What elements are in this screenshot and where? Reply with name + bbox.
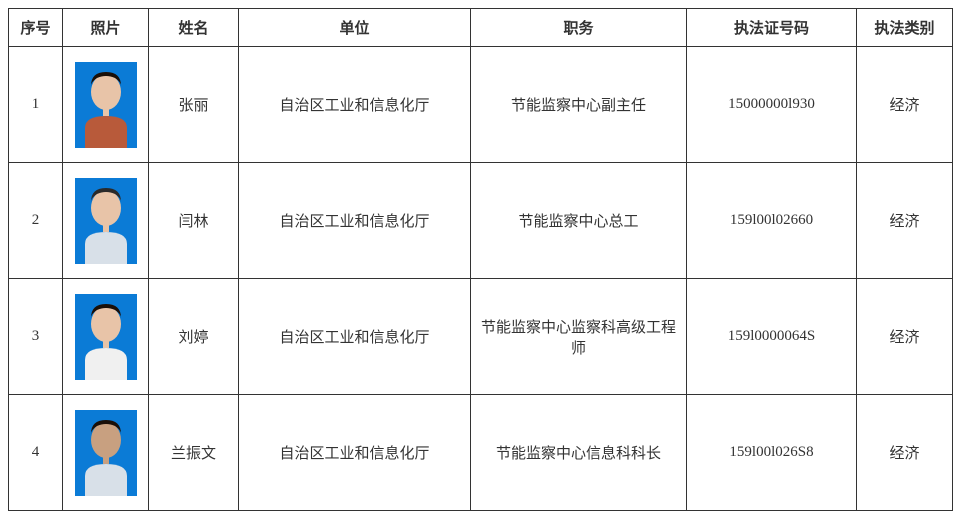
cell-category: 经济 <box>857 47 953 163</box>
col-header-seq: 序号 <box>9 9 63 47</box>
col-header-unit: 单位 <box>239 9 471 47</box>
col-header-position: 职务 <box>471 9 687 47</box>
table-row: 4 兰振文自治区工业和信息化厅节能监察中心信息科科长159l00l026S8经济 <box>9 395 953 511</box>
cell-photo <box>63 163 149 279</box>
cell-unit: 自治区工业和信息化厅 <box>239 163 471 279</box>
person-photo-icon <box>75 294 137 380</box>
cell-category: 经济 <box>857 163 953 279</box>
table-row: 2 闫林自治区工业和信息化厅节能监察中心总工159l00l02660经济 <box>9 163 953 279</box>
cell-unit: 自治区工业和信息化厅 <box>239 279 471 395</box>
cell-seq: 2 <box>9 163 63 279</box>
cell-name: 闫林 <box>149 163 239 279</box>
col-header-cert: 执法证号码 <box>687 9 857 47</box>
cell-cert: 159l0000064S <box>687 279 857 395</box>
cell-position: 节能监察中心副主任 <box>471 47 687 163</box>
personnel-table: 序号 照片 姓名 单位 职务 执法证号码 执法类别 1 张丽自治区工业和信息化厅… <box>8 8 953 511</box>
cell-seq: 1 <box>9 47 63 163</box>
cell-position: 节能监察中心监察科高级工程师 <box>471 279 687 395</box>
cell-cert: 15000000l930 <box>687 47 857 163</box>
table-row: 3 刘婷自治区工业和信息化厅节能监察中心监察科高级工程师159l0000064S… <box>9 279 953 395</box>
col-header-photo: 照片 <box>63 9 149 47</box>
cell-category: 经济 <box>857 395 953 511</box>
person-photo-icon <box>75 178 137 264</box>
cell-photo <box>63 395 149 511</box>
table-row: 1 张丽自治区工业和信息化厅节能监察中心副主任15000000l930经济 <box>9 47 953 163</box>
col-header-name: 姓名 <box>149 9 239 47</box>
cell-unit: 自治区工业和信息化厅 <box>239 395 471 511</box>
cell-name: 刘婷 <box>149 279 239 395</box>
cell-name: 兰振文 <box>149 395 239 511</box>
person-photo-icon <box>75 410 137 496</box>
cell-photo <box>63 279 149 395</box>
cell-cert: 159l00l026S8 <box>687 395 857 511</box>
cell-cert: 159l00l02660 <box>687 163 857 279</box>
cell-category: 经济 <box>857 279 953 395</box>
table-header-row: 序号 照片 姓名 单位 职务 执法证号码 执法类别 <box>9 9 953 47</box>
cell-position: 节能监察中心信息科科长 <box>471 395 687 511</box>
cell-name: 张丽 <box>149 47 239 163</box>
cell-seq: 4 <box>9 395 63 511</box>
cell-unit: 自治区工业和信息化厅 <box>239 47 471 163</box>
cell-position: 节能监察中心总工 <box>471 163 687 279</box>
table-body: 1 张丽自治区工业和信息化厅节能监察中心副主任15000000l930经济2 闫… <box>9 47 953 511</box>
cell-photo <box>63 47 149 163</box>
cell-seq: 3 <box>9 279 63 395</box>
person-photo-icon <box>75 62 137 148</box>
col-header-category: 执法类别 <box>857 9 953 47</box>
